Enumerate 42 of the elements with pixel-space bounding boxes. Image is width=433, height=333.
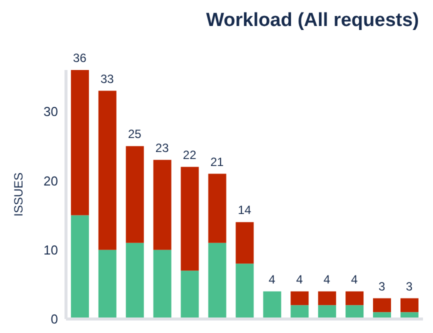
- total-label: 22: [182, 148, 197, 162]
- bar: [180, 270, 199, 319]
- bar: [98, 250, 116, 319]
- y-tick-label: 0: [50, 312, 58, 327]
- total-label: 36: [73, 51, 87, 65]
- bar: [373, 298, 392, 312]
- bar: [70, 215, 89, 319]
- total-label: 4: [351, 272, 358, 286]
- total-label: 33: [100, 72, 114, 86]
- bar: [126, 242, 144, 319]
- bar: [153, 160, 172, 250]
- bar: [70, 70, 89, 216]
- bar: [318, 291, 336, 306]
- bar: [98, 90, 116, 250]
- bar: [208, 174, 226, 243]
- y-tick-label: 10: [44, 242, 58, 258]
- bar: [208, 242, 226, 319]
- bar: [290, 305, 309, 319]
- bar: [126, 146, 144, 243]
- y-axis-title: ISSUES: [11, 172, 26, 217]
- bar: [400, 298, 418, 312]
- total-label: 4: [324, 272, 331, 286]
- bar: [236, 222, 254, 264]
- bar: [318, 305, 336, 319]
- bar: [180, 166, 199, 271]
- bar: [263, 291, 282, 319]
- y-tick-label: 20: [44, 173, 58, 188]
- total-label: 4: [268, 272, 276, 286]
- total-label: 3: [406, 279, 413, 294]
- total-label: 25: [128, 127, 142, 142]
- total-label: 14: [238, 203, 252, 218]
- total-label: 23: [155, 140, 170, 155]
- bar: [236, 264, 254, 319]
- bar: [346, 291, 364, 306]
- bar: [346, 305, 364, 319]
- total-label: 4: [296, 272, 304, 286]
- total-label: 21: [210, 154, 224, 169]
- chart-title: Workload (All requests): [206, 10, 419, 32]
- total-label: 3: [378, 279, 386, 294]
- bar: [290, 291, 309, 306]
- y-tick-label: 30: [44, 104, 58, 120]
- bar: [153, 250, 172, 319]
